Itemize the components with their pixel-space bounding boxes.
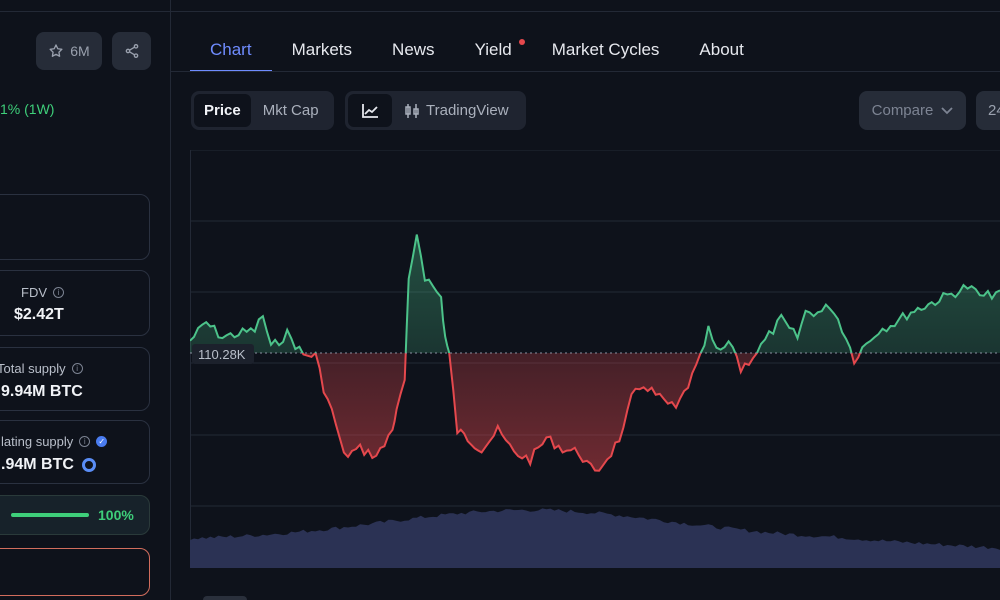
tab-market-cycles[interactable]: Market Cycles (551, 40, 660, 59)
watchlist-count: 6M (70, 43, 90, 59)
price-area-up (190, 234, 1000, 353)
info-icon[interactable]: i (79, 436, 91, 447)
candlestick-icon (405, 103, 419, 118)
tab-news[interactable]: News (392, 40, 435, 59)
circulating-supply-card: lating supply i ✓ .94M BTC (0, 420, 150, 484)
time-range-button[interactable]: 24 (976, 91, 1000, 130)
verified-icon: ✓ (96, 436, 108, 447)
price-chart-svg: 110.28K 21 Oct22 Oct23 Oct24 Oct25 Oct (190, 149, 1000, 594)
panel-divider (170, 0, 171, 600)
circulating-supply-value: .94M BTC (1, 456, 74, 473)
fdv-value: $2.42T (14, 306, 64, 323)
line-chart-button[interactable] (348, 94, 392, 127)
total-supply-label: Total supply (0, 361, 66, 376)
star-icon (49, 44, 63, 57)
price-line-down (301, 353, 862, 472)
tab-chart[interactable]: Chart (190, 38, 272, 72)
info-icon[interactable]: i (53, 287, 64, 298)
supply-progress-bar (11, 513, 89, 517)
alert-card[interactable] (0, 548, 150, 596)
tradingview-label: TradingView (426, 102, 509, 119)
total-supply-card: Total supply i 9.94M BTC (0, 347, 150, 411)
supply-progress-card: 100% (0, 495, 150, 535)
top-divider (0, 0, 1000, 12)
tradingview-button[interactable]: TradingView (394, 94, 519, 127)
watchlist-button[interactable]: 6M (36, 32, 102, 70)
notification-dot (518, 39, 525, 45)
chart-type-toggle: TradingView (345, 91, 526, 130)
volume-area (190, 508, 1000, 568)
price-line-up (190, 234, 1000, 353)
left-panel: 6M 1% (1W) FDV i $2.42T Total supply i 9… (0, 0, 170, 600)
line-chart-icon (362, 103, 378, 118)
info-icon[interactable]: i (71, 363, 83, 374)
share-icon (125, 44, 138, 58)
main-tabs: Chart Markets News Yield Market Cycles A… (190, 38, 764, 72)
scroll-handle[interactable] (203, 596, 247, 600)
baseline-label: 110.28K (198, 347, 246, 362)
tab-about[interactable]: About (699, 40, 744, 59)
tab-yield[interactable]: Yield (455, 38, 532, 72)
tabs-divider (171, 71, 1000, 72)
fdv-card: FDV i $2.42T (0, 270, 150, 336)
supply-ring-icon (81, 458, 96, 472)
tab-markets[interactable]: Markets (291, 40, 353, 59)
share-button[interactable] (112, 32, 151, 70)
fdv-label: FDV (21, 285, 47, 300)
price-area-down (190, 353, 1000, 471)
mktcap-toggle-button[interactable]: Mkt Cap (262, 102, 319, 119)
price-change: 1% (1W) (0, 101, 55, 117)
stat-card (0, 194, 150, 260)
total-supply-value: 9.94M BTC (1, 383, 83, 400)
circulating-supply-label: lating supply (1, 434, 74, 449)
price-toggle-button[interactable]: Price (194, 94, 251, 127)
metric-toggle: Price Mkt Cap (191, 91, 334, 130)
supply-progress-value: 100% (98, 507, 134, 523)
compare-label: Compare (871, 102, 934, 119)
compare-dropdown[interactable]: Compare (859, 91, 966, 130)
baseline-label-bg (192, 344, 254, 364)
chevron-down-icon (941, 106, 953, 114)
price-chart[interactable]: 110.28K 21 Oct22 Oct23 Oct24 Oct25 Oct (190, 149, 1000, 594)
